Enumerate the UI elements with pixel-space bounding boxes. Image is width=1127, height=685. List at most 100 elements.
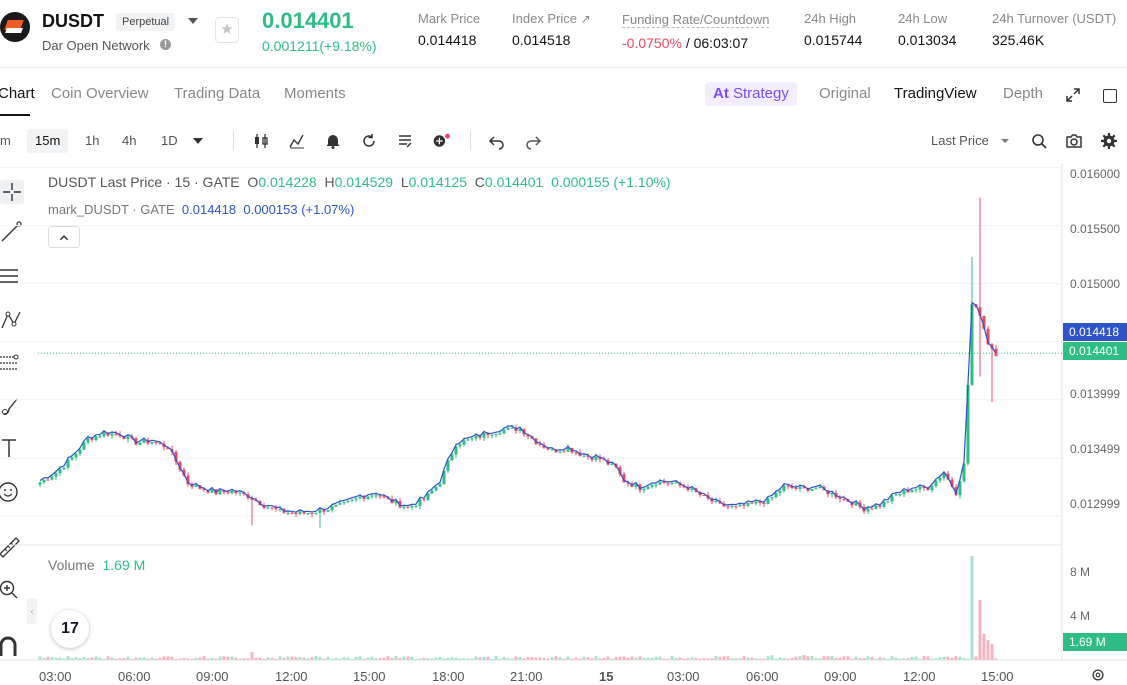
fib-icon[interactable]: [0, 352, 24, 376]
candle-body: [334, 504, 338, 507]
pattern-icon[interactable]: [0, 308, 24, 332]
tab-moments[interactable]: Moments: [284, 85, 346, 102]
x-tick: 03:00: [39, 669, 72, 684]
volume-bar: [454, 657, 458, 660]
interval-4h[interactable]: 4h: [122, 133, 137, 148]
undo-icon[interactable]: [488, 132, 506, 150]
volume-bar: [838, 657, 842, 660]
price-type-select[interactable]: Last Price: [931, 133, 989, 148]
text-icon[interactable]: [0, 436, 24, 460]
candle-body: [518, 428, 522, 431]
magnet-icon[interactable]: [0, 634, 24, 658]
interval-1d[interactable]: 1D: [161, 133, 178, 148]
volume-bar: [478, 657, 482, 660]
emoji-icon[interactable]: [0, 480, 24, 504]
templates-icon[interactable]: [396, 132, 414, 150]
stat-index-price[interactable]: Index Price ↗ 0.014518: [512, 11, 591, 48]
candle-body: [210, 489, 214, 493]
horizontal-lines-icon[interactable]: [0, 264, 24, 288]
candle-body: [398, 501, 402, 508]
project-name: Dar Open Network: [42, 38, 150, 53]
strategy-button[interactable]: At Strategy: [705, 82, 797, 106]
candle-body: [66, 459, 70, 468]
trend-line-icon[interactable]: [0, 220, 24, 244]
fullscreen-expand-icon[interactable]: [1066, 88, 1080, 102]
candle-body: [118, 434, 122, 437]
collapse-toolbar-icon[interactable]: ‹: [27, 598, 37, 624]
view-tradingview[interactable]: TradingView: [894, 85, 977, 102]
crosshair-icon[interactable]: [0, 180, 24, 204]
indicators-icon[interactable]: [288, 132, 306, 150]
brush-icon[interactable]: [0, 394, 24, 418]
volume-bar: [298, 657, 302, 660]
volume-bar: [58, 657, 62, 660]
candle-body: [958, 481, 962, 496]
replay-icon[interactable]: [360, 132, 378, 150]
volume-bar: [486, 656, 490, 660]
stat-label[interactable]: Funding Rate/Countdown: [622, 12, 770, 28]
search-icon[interactable]: [1030, 132, 1048, 150]
volume-bar: [726, 656, 730, 660]
candle-type-icon[interactable]: [252, 132, 270, 150]
volume-bar: [942, 657, 946, 660]
zoom-in-icon[interactable]: [0, 578, 24, 602]
volume-bar: [346, 657, 350, 660]
tab-coin-overview[interactable]: Coin Overview: [51, 85, 149, 102]
tab-trading-data[interactable]: Trading Data: [174, 85, 261, 102]
view-original[interactable]: Original: [819, 85, 871, 102]
volume-bar: [878, 657, 882, 660]
timescale-settings-icon[interactable]: [1090, 667, 1106, 683]
chevron-down-icon[interactable]: [188, 18, 198, 24]
interval-15m[interactable]: 15m: [27, 129, 69, 153]
chevron-down-icon[interactable]: [1001, 139, 1009, 143]
candle-body: [426, 493, 430, 500]
view-depth[interactable]: Depth: [1003, 85, 1044, 102]
alert-icon[interactable]: [324, 132, 342, 150]
strategy-label: Strategy: [733, 85, 789, 102]
stat-label: Index Price: [512, 11, 578, 26]
volume-bar: [802, 655, 806, 660]
volume-bar: [574, 657, 578, 660]
volume-bar: [562, 658, 566, 660]
candle-body: [786, 485, 790, 487]
candle-body: [898, 494, 902, 496]
camera-icon[interactable]: [1065, 132, 1083, 150]
tradingview-logo[interactable]: 17: [51, 610, 89, 648]
interval-dropdown-icon[interactable]: [193, 138, 203, 144]
legend-high: 0.014529: [334, 174, 394, 190]
redo-icon[interactable]: [524, 132, 542, 150]
mark-price-flag: 0.014418: [1063, 323, 1127, 341]
volume-bar: [762, 658, 766, 660]
candle-body: [498, 433, 502, 435]
ruler-icon[interactable]: [0, 534, 24, 558]
volume-bar: [606, 656, 610, 660]
volume-bar: [750, 657, 754, 660]
tab-chart[interactable]: Chart: [0, 85, 35, 102]
info-icon[interactable]: !: [160, 39, 171, 50]
toolbar-divider: [233, 131, 234, 151]
volume-bar: [242, 658, 246, 660]
volume-bar: [958, 656, 962, 660]
candle-body: [178, 461, 182, 470]
volume-bar: [638, 656, 642, 660]
symbol[interactable]: DUSDT: [42, 11, 104, 31]
external-link-icon[interactable]: ↗: [580, 12, 591, 26]
candle-body: [490, 435, 494, 437]
collapse-legend-button[interactable]: [48, 226, 80, 248]
add-compare-icon[interactable]: [432, 132, 450, 150]
volume-bar: [738, 658, 742, 660]
candle-body: [618, 467, 622, 474]
volume-bar: [670, 656, 674, 660]
interval-1m[interactable]: m: [0, 133, 11, 148]
volume-bar: [218, 656, 222, 660]
interval-1h[interactable]: 1h: [85, 133, 100, 148]
favorite-star-icon[interactable]: ★: [215, 17, 239, 43]
volume-bar: [130, 658, 134, 660]
window-square-icon[interactable]: [1103, 89, 1117, 103]
settings-icon[interactable]: [1100, 132, 1118, 150]
candle-body: [638, 484, 642, 491]
candle-body: [878, 505, 882, 507]
candle-body: [418, 499, 422, 506]
candle-body: [946, 473, 950, 480]
